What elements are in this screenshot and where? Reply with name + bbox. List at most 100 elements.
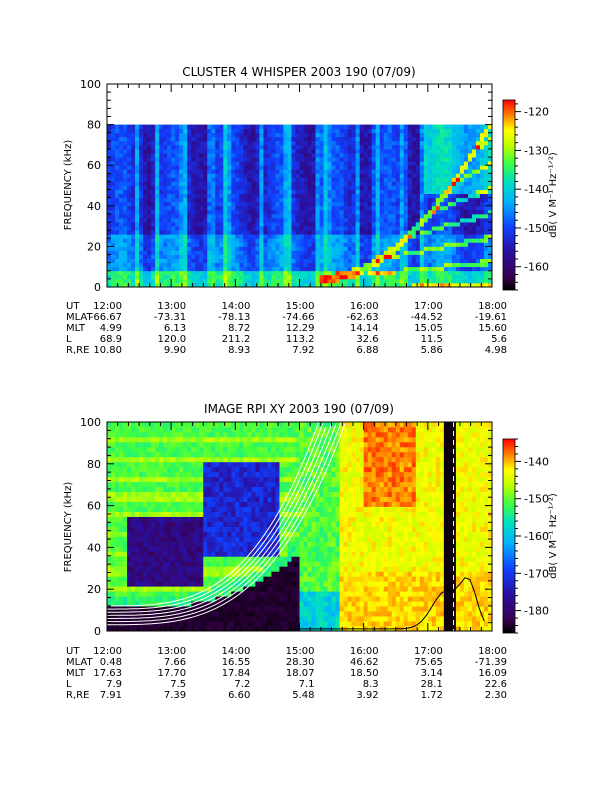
ephemeris-value: -71.39 [475,657,507,668]
ephemeris-row-label: L [66,334,72,345]
ephemeris-value: 7.66 [164,657,186,668]
colorbar-tick-label: -140 [524,183,549,196]
ephemeris-value: 13:00 [157,646,186,657]
y-tick-label: 40 [87,541,101,554]
panel1-colorbar-scale [502,99,516,291]
ephemeris-value: 16.55 [222,657,251,668]
plasma-curve [107,423,324,610]
colorbar-tick-label: -140 [524,455,549,468]
ephemeris-value: 7.91 [100,690,122,701]
ephemeris-value: 17:00 [414,301,443,312]
ephemeris-value: -62.63 [346,312,378,323]
y-tick-label: 80 [87,119,101,132]
panel1-ylabel: FREQUENCY (kHz) [63,140,74,231]
ephemeris-value: 12:00 [93,301,122,312]
colorbar-tick-label: -180 [524,605,549,618]
panel2-plot-area [107,422,492,631]
plasma-curve [107,422,333,616]
y-tick-label: 20 [87,583,101,596]
panel1-colorbar: -120 -130 -140 -150 -160 dB( V M⁻¹ Hz⁻¹ᐟ²) [502,99,559,291]
ephemeris-value: 5.48 [292,690,314,701]
colorbar-tick-label: -150 [524,222,549,235]
ephemeris-value: -66.67 [90,312,122,323]
ephemeris-value: -74.66 [282,312,314,323]
ephemeris-value: 18:00 [478,301,507,312]
colorbar-tick-label: -170 [524,567,549,580]
ephemeris-value: 4.98 [485,345,507,356]
colorbar-tick-label: -150 [524,493,549,506]
ephemeris-value: 9.90 [164,345,186,356]
ephemeris-value: 15:00 [286,646,315,657]
plasma-curve [107,422,320,607]
panel-image: IMAGE RPI XY 2003 190 (07/09) 0 20 40 60 80 1… [63,402,559,701]
panel1-colorbar-label: dB( V M⁻¹ Hz⁻¹ᐟ²) [548,152,559,238]
panel2-colorbar-ticks: -140 -150 -160 -170 -180 [515,438,549,634]
ephemeris-value: 14:00 [222,646,251,657]
panel-cluster: CLUSTER 4 WHISPER 2003 190 (07/09) 0 20 40… [63,65,559,356]
ephemeris-value: 17:00 [414,646,443,657]
plasma-curve [107,422,342,623]
ephemeris-value: 5.6 [491,334,507,345]
colorbar-tick-label: -120 [524,106,549,119]
ephemeris-value: 3.14 [421,668,443,679]
panel1-axes: 0 20 40 60 80 100 [80,78,493,294]
ephemeris-value: 2.30 [485,690,507,701]
panel2-ylabel: FREQUENCY (kHz) [63,482,74,573]
panel2-title: IMAGE RPI XY 2003 190 (07/09) [204,402,394,416]
ephemeris-value: 8.3 [363,679,379,690]
ephemeris-row-label: L [66,679,72,690]
ephemeris-row-label: MLT [66,323,86,334]
ephemeris-value: 28.1 [421,679,443,690]
ephemeris-value: 3.92 [356,690,378,701]
ephemeris-value: 7.2 [234,679,250,690]
ephemeris-value: 4.99 [100,323,122,334]
y-tick-label: 40 [87,200,101,213]
ephemeris-value: -19.61 [475,312,507,323]
colorbar-tick-label: -130 [524,144,549,157]
ephemeris-value: 68.9 [100,334,122,345]
ephemeris-value: 14.14 [350,323,379,334]
peak-curve [291,577,485,630]
ephemeris-value: 32.6 [356,334,378,345]
ephemeris-value: 5.86 [421,345,443,356]
ephemeris-value: -44.52 [411,312,443,323]
ephemeris-value: 1.72 [421,690,443,701]
ephemeris-value: 16:00 [350,646,379,657]
ephemeris-value: 17.84 [222,668,251,679]
ephemeris-value: 17.63 [93,668,122,679]
ephemeris-value: 18:00 [478,646,507,657]
y-tick-label: 0 [94,625,101,638]
plasma-curve [107,423,346,626]
y-tick-label: 80 [87,458,101,471]
panel2-colorbar-scale [502,438,516,634]
ephemeris-value: -78.13 [218,312,250,323]
ephemeris-value: 0.48 [100,657,122,668]
ephemeris-value: 15.60 [478,323,507,334]
ephemeris-value: 22.6 [485,679,507,690]
ephemeris-value: 8.72 [228,323,250,334]
plasma-curve [107,426,327,613]
ephemeris-value: 6.60 [228,690,250,701]
panel1-spectrogram [107,124,492,287]
ephemeris-value: 6.88 [356,345,378,356]
y-tick-label: 60 [87,500,101,513]
y-tick-label: 20 [87,240,101,253]
panel1-plot-area [107,84,492,287]
panel1-colorbar-ticks: -120 -130 -140 -150 -160 [515,103,549,291]
panel2-plasma-curves [107,422,485,631]
ephemeris-row-label: MLT [66,668,86,679]
ephemeris-value: 12:00 [93,646,122,657]
panel2-ephemeris-table: UT 12:00 13:00 14:00 15:00 16:00 17:00 18:00 MLA… [66,646,507,701]
ephemeris-value: 120.0 [158,334,187,345]
y-tick-label: 60 [87,159,101,172]
ephemeris-value: 13:00 [157,301,186,312]
ephemeris-value: 15:00 [286,301,315,312]
ephemeris-row-label: UT [66,646,80,657]
ephemeris-row-label: R,RE [66,345,89,356]
ephemeris-value: 46.62 [350,657,379,668]
ephemeris-value: 18.07 [286,668,315,679]
y-tick-label: 100 [80,78,101,91]
panel2-axes: 0 20 40 60 80 100 [80,416,493,638]
ephemeris-value: 211.2 [222,334,251,345]
